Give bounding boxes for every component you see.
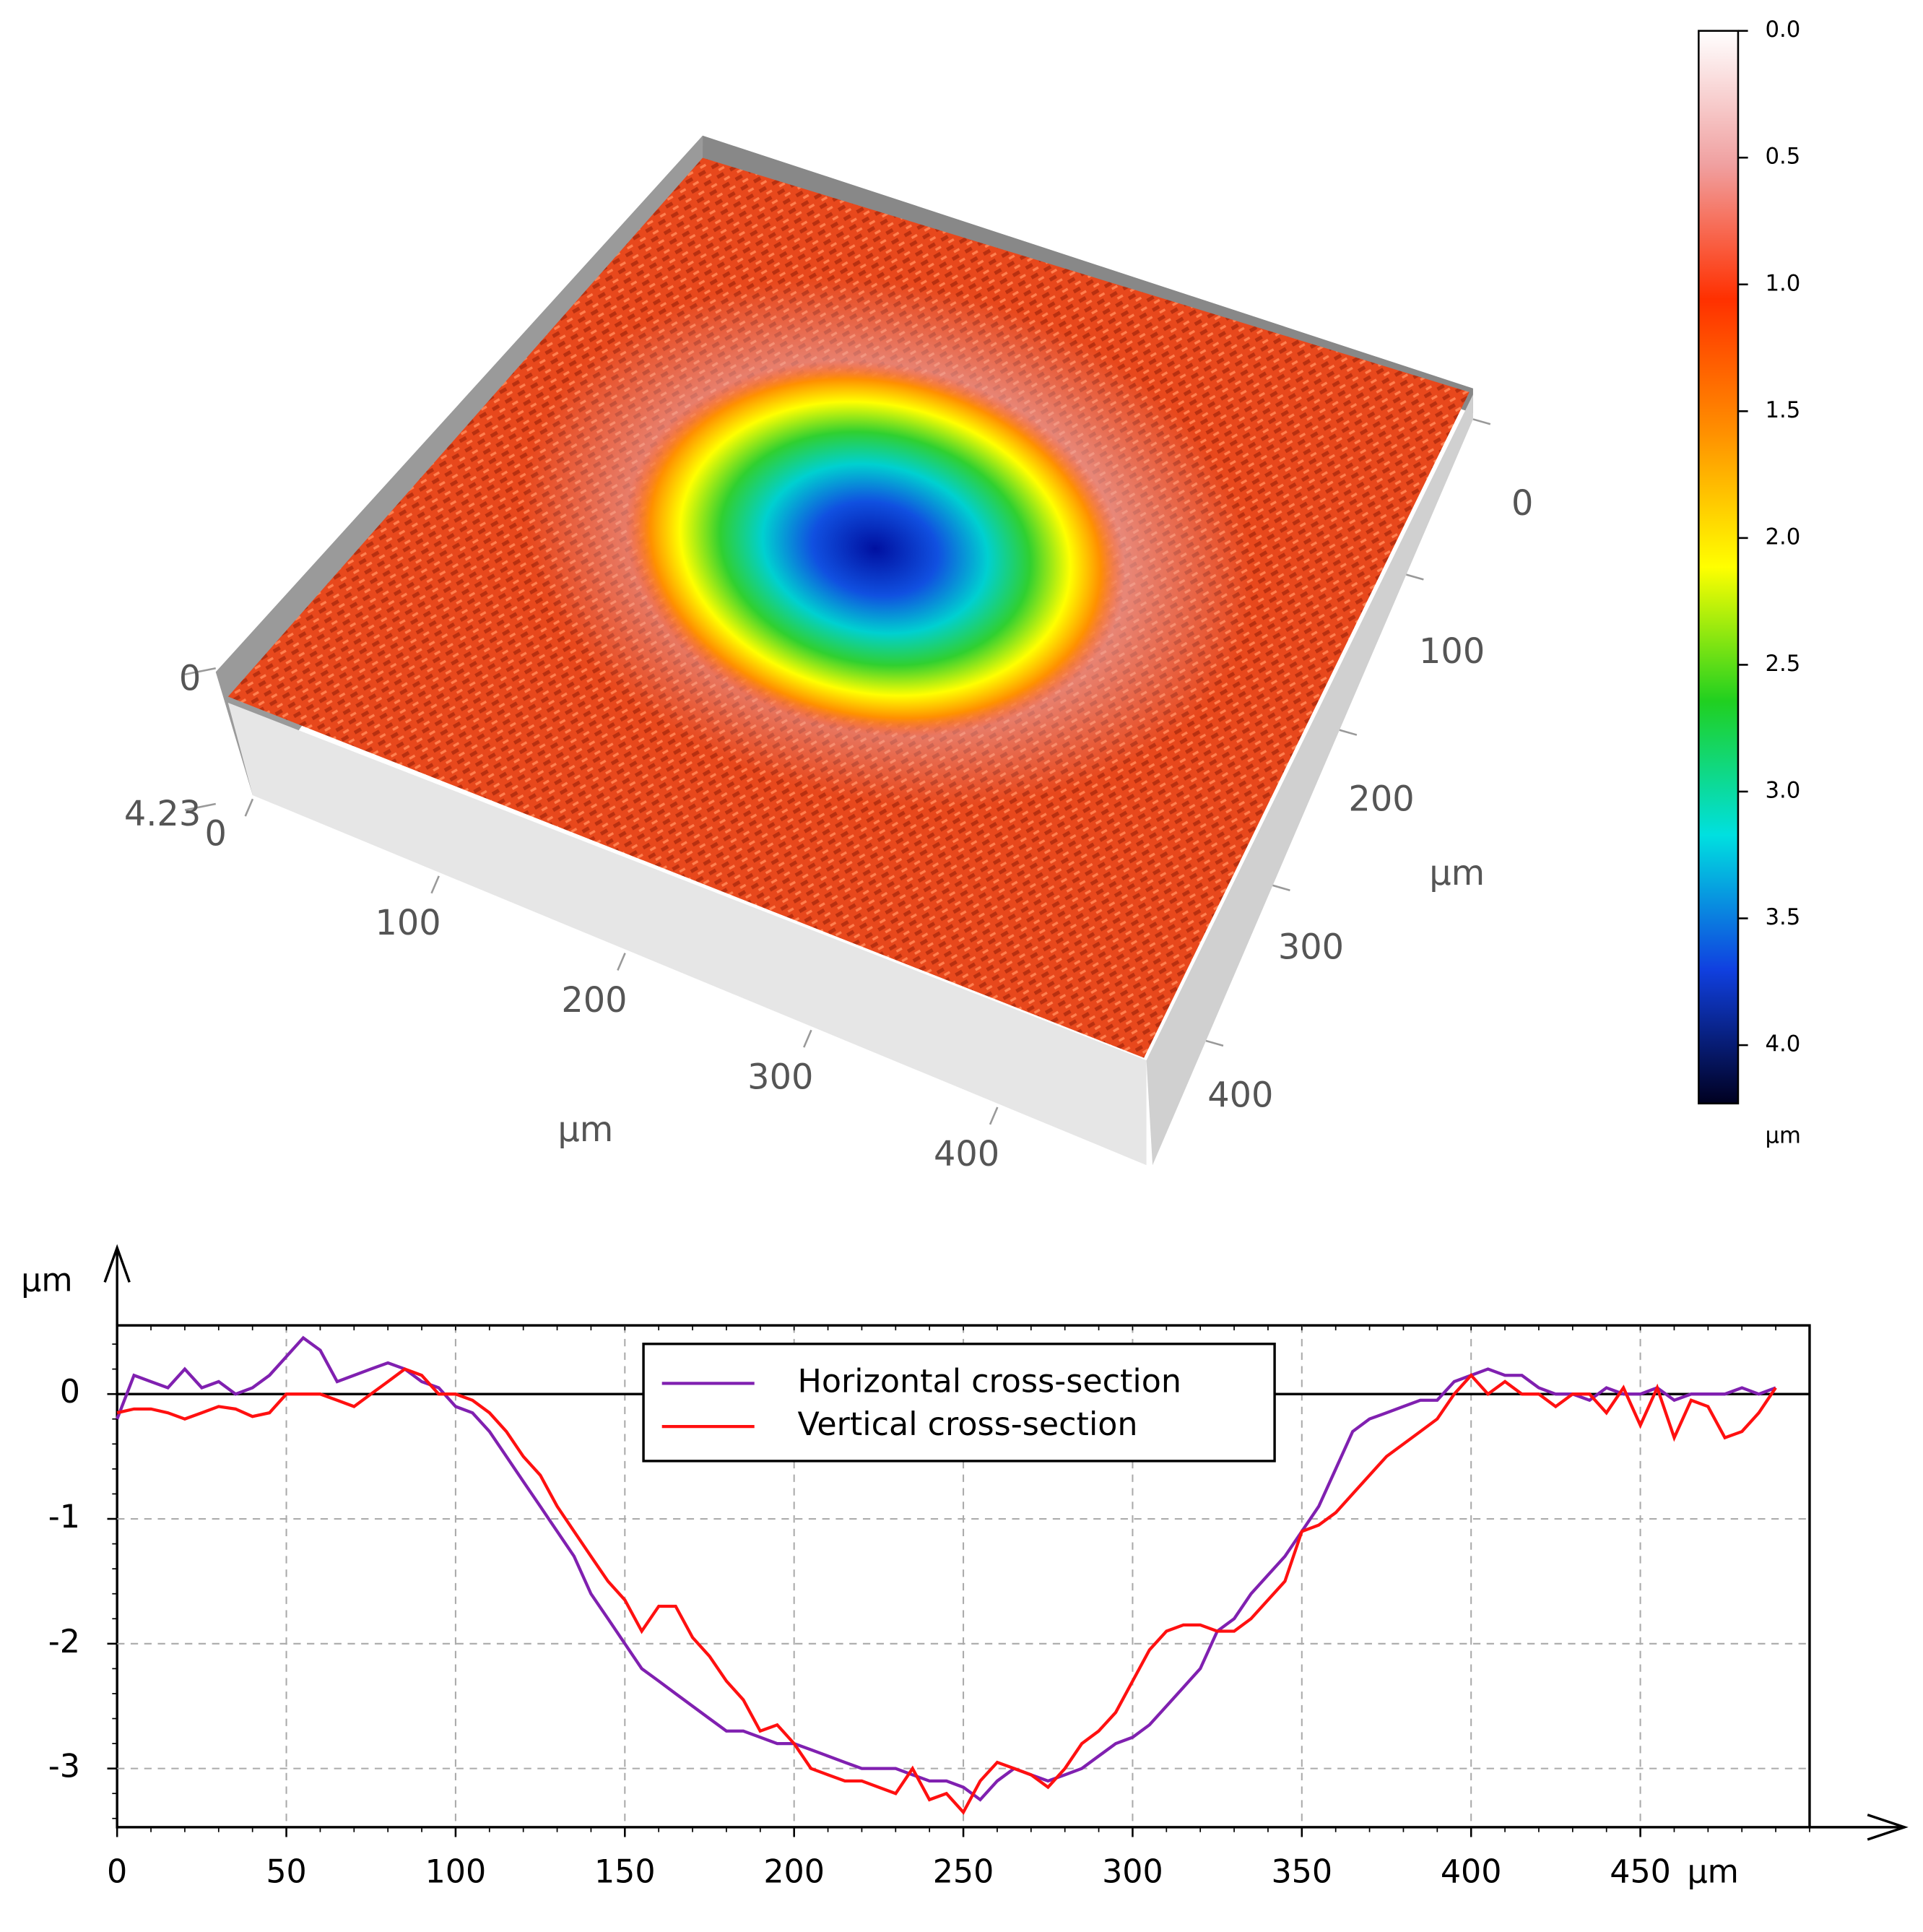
x-axis-label: µm xyxy=(557,1110,613,1150)
x-tick-label: 0 xyxy=(205,814,227,854)
x-tick-label: 150 xyxy=(594,1854,656,1891)
x-axis-label: µm xyxy=(1687,1854,1738,1891)
colorbar-tick-label: 2.0 xyxy=(1765,524,1800,550)
x-tick-label: 50 xyxy=(266,1854,306,1891)
colorbar: 0.0 0.5 1.0 1.5 2.0 2.5 3.0 3.5 4.0 µm xyxy=(1698,17,1801,1148)
colorbar-tick-label: 1.5 xyxy=(1765,397,1800,423)
line-chart: 0 50 100 150 200 250 300 350 400 450 µm 0 -1 -2 -3 µm Ho… xyxy=(21,1244,1909,1891)
z-tick-label: 4.23 xyxy=(124,794,201,834)
legend-box xyxy=(642,1343,1276,1463)
x-tick xyxy=(803,1029,812,1048)
y-tick-label: 0 xyxy=(60,1374,80,1411)
colorbar-tick-label: 2.5 xyxy=(1765,651,1800,677)
y-tick-label: 400 xyxy=(1207,1076,1273,1116)
x-tick-label: 0 xyxy=(107,1854,127,1891)
y-tick-label: -1 xyxy=(48,1499,80,1535)
y-tick xyxy=(1272,884,1290,891)
x-tick xyxy=(989,1106,999,1125)
y-tick-label: 0 xyxy=(1511,484,1533,524)
surface-3d xyxy=(215,135,1473,1166)
colorbar-tick-label: 0.5 xyxy=(1765,144,1800,170)
y-tick xyxy=(1205,1039,1224,1047)
z-tick xyxy=(184,667,216,676)
y-tick-label: -2 xyxy=(48,1624,80,1660)
series-line xyxy=(116,1335,1776,1802)
x-arrow-head xyxy=(1867,1814,1909,1841)
x-tick-label: 400 xyxy=(934,1135,999,1174)
y-tick xyxy=(1339,729,1358,736)
colorbar-bar xyxy=(1698,30,1740,1105)
y-tick-label: 100 xyxy=(1419,632,1485,672)
x-tick-label: 300 xyxy=(1102,1854,1163,1891)
x-tick-label: 100 xyxy=(425,1854,487,1891)
colorbar-tick-label: 0.0 xyxy=(1765,17,1800,43)
y-tick xyxy=(1472,418,1491,425)
z-tick xyxy=(184,802,216,811)
legend-label: Vertical cross-section xyxy=(797,1406,1137,1443)
x-tick-label: 400 xyxy=(1441,1854,1502,1891)
legend-label: Horizontal cross-section xyxy=(797,1363,1181,1400)
x-tick-label: 350 xyxy=(1271,1854,1332,1891)
y-tick-label: -3 xyxy=(48,1749,80,1785)
x-tick xyxy=(430,875,440,894)
y-axis-label: µm xyxy=(1429,854,1485,893)
series-line xyxy=(116,1367,1777,1815)
x-tick-label: 200 xyxy=(763,1854,825,1891)
x-tick-label: 250 xyxy=(933,1854,994,1891)
x-tick-label: 300 xyxy=(747,1058,813,1098)
z-tick-label: 0 xyxy=(179,659,201,698)
side-face xyxy=(1146,394,1473,1166)
colorbar-tick-label: 3.5 xyxy=(1765,904,1800,930)
y-axis-label: µm xyxy=(21,1262,72,1299)
y-tick xyxy=(1406,573,1424,581)
x-tick xyxy=(244,798,254,817)
y-tick-label: 300 xyxy=(1278,928,1344,968)
y-arrow-head xyxy=(103,1244,131,1283)
x-tick xyxy=(617,953,626,971)
crater xyxy=(625,360,1126,737)
x-tick-label: 200 xyxy=(561,981,627,1021)
x-tick-label: 100 xyxy=(376,904,441,943)
colorbar-tick-label: 3.0 xyxy=(1765,777,1800,803)
colorbar-tick-label: 1.0 xyxy=(1765,270,1800,296)
colorbar-tick-label: 4.0 xyxy=(1765,1031,1800,1057)
x-tick-label: 450 xyxy=(1610,1854,1671,1891)
y-tick-label: 200 xyxy=(1348,780,1414,820)
colorbar-unit: µm xyxy=(1765,1122,1800,1148)
side-face xyxy=(227,703,1147,1166)
